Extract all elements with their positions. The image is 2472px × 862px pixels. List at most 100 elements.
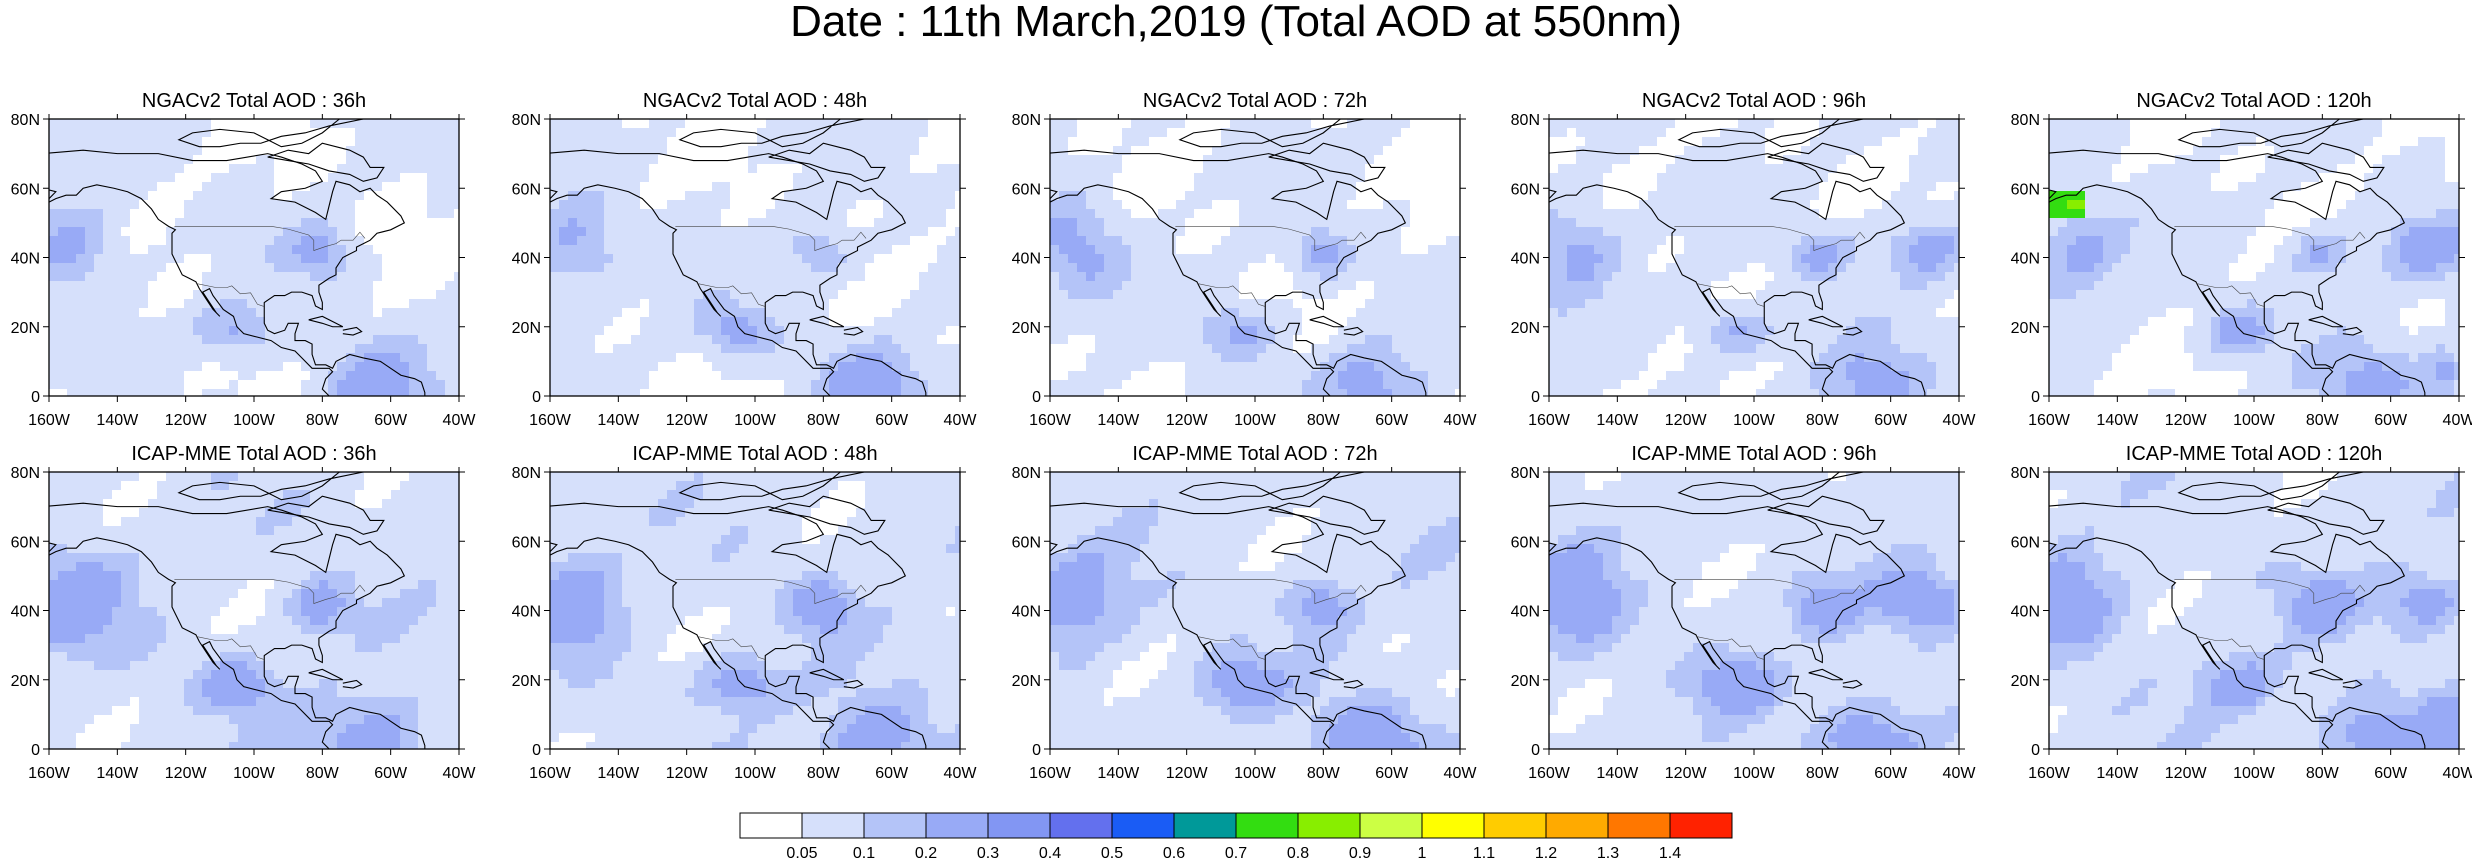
lon-tick-label: 140W bbox=[1097, 412, 1140, 429]
lat-tick-label: 20N bbox=[1012, 320, 1041, 337]
lon-tick-label: 100W bbox=[1234, 412, 1277, 429]
colorbar-label: 0.7 bbox=[1225, 845, 1247, 862]
aod-field bbox=[550, 119, 960, 396]
lat-tick-label: 40N bbox=[1511, 251, 1540, 268]
lon-tick-label: 120W bbox=[1166, 412, 1209, 429]
aod-field bbox=[1050, 472, 1460, 749]
map-panel: NGACv2 Total AOD : 96h 0 20N 40N 60N 80N 160W 1… bbox=[1511, 90, 1977, 429]
lat-tick-label: 20N bbox=[1511, 320, 1540, 337]
lon-tick-label: 140W bbox=[96, 412, 139, 429]
aod-field bbox=[2049, 472, 2459, 749]
lon-tick-label: 40W bbox=[1943, 412, 1977, 429]
colorbar-swatch bbox=[1669, 812, 1733, 839]
coastlines bbox=[1549, 119, 1926, 396]
lon-tick-label: 140W bbox=[96, 765, 139, 782]
lon-tick-label: 100W bbox=[1733, 765, 1776, 782]
lat-tick-label: 20N bbox=[11, 673, 40, 690]
lon-tick-label: 160W bbox=[28, 412, 71, 429]
coastlines bbox=[1549, 472, 1926, 749]
lat-tick-label: 0 bbox=[2031, 742, 2040, 759]
lat-tick-label: 80N bbox=[1511, 465, 1540, 482]
coastlines bbox=[550, 119, 927, 396]
lat-tick-label: 0 bbox=[31, 742, 40, 759]
panel-title: NGACv2 Total AOD : 48h bbox=[643, 90, 867, 112]
lon-tick-label: 80W bbox=[306, 412, 340, 429]
colorbar-label: 0.5 bbox=[1101, 845, 1123, 862]
lon-tick-label: 140W bbox=[597, 765, 640, 782]
lon-tick-label: 140W bbox=[1596, 765, 1639, 782]
panel-title: NGACv2 Total AOD : 36h bbox=[142, 90, 366, 112]
colorbar-swatch bbox=[925, 812, 989, 839]
lon-tick-label: 120W bbox=[165, 412, 208, 429]
colorbar-label: 1.2 bbox=[1535, 845, 1557, 862]
coastlines bbox=[550, 472, 927, 749]
lat-tick-label: 20N bbox=[1012, 673, 1041, 690]
lat-tick-label: 60N bbox=[11, 534, 40, 551]
lat-tick-label: 60N bbox=[1511, 181, 1540, 198]
colorbar-swatch bbox=[987, 812, 1051, 839]
colorbar-swatch bbox=[801, 812, 865, 839]
colorbar-label: 0.3 bbox=[977, 845, 999, 862]
figure-title: Date : 11th March,2019 (Total AOD at 550… bbox=[790, 0, 1682, 46]
lon-tick-label: 100W bbox=[734, 765, 777, 782]
colorbar-swatch bbox=[1297, 812, 1361, 839]
lon-tick-label: 80W bbox=[2306, 412, 2340, 429]
aod-field bbox=[2049, 119, 2459, 396]
lon-tick-label: 120W bbox=[1665, 412, 1708, 429]
lon-tick-label: 40W bbox=[1444, 765, 1478, 782]
map-panel: ICAP-MME Total AOD : 36h 0 20N 40N 60N 80N 160… bbox=[11, 443, 477, 782]
lon-tick-label: 60W bbox=[374, 765, 408, 782]
lon-tick-label: 80W bbox=[1806, 412, 1840, 429]
colorbar-swatch bbox=[863, 812, 927, 839]
aod-field bbox=[1549, 119, 1959, 396]
lat-tick-label: 80N bbox=[11, 112, 40, 129]
panel-title: NGACv2 Total AOD : 96h bbox=[1642, 90, 1866, 112]
panel-title: ICAP-MME Total AOD : 120h bbox=[2126, 443, 2382, 465]
lat-tick-label: 80N bbox=[1012, 112, 1041, 129]
panel-title: ICAP-MME Total AOD : 48h bbox=[632, 443, 877, 465]
lon-tick-label: 160W bbox=[529, 765, 572, 782]
lon-tick-label: 40W bbox=[1444, 412, 1478, 429]
aod-field bbox=[49, 119, 459, 396]
lon-tick-label: 140W bbox=[2096, 765, 2139, 782]
lon-tick-label: 120W bbox=[1665, 765, 1708, 782]
lon-tick-label: 140W bbox=[1097, 765, 1140, 782]
lat-tick-label: 0 bbox=[2031, 389, 2040, 406]
lon-tick-label: 120W bbox=[2165, 412, 2208, 429]
colorbar-label: 0.05 bbox=[786, 845, 817, 862]
panel-title: NGACv2 Total AOD : 120h bbox=[2136, 90, 2371, 112]
lat-tick-label: 20N bbox=[2011, 320, 2040, 337]
lon-tick-label: 100W bbox=[233, 412, 276, 429]
coastlines bbox=[49, 472, 426, 749]
lat-tick-label: 80N bbox=[512, 112, 541, 129]
lon-tick-label: 40W bbox=[2443, 765, 2472, 782]
lat-tick-label: 0 bbox=[532, 389, 541, 406]
lon-tick-label: 100W bbox=[1733, 412, 1776, 429]
map-panel: ICAP-MME Total AOD : 48h 0 20N 40N 60N 80N 160… bbox=[512, 443, 978, 782]
lat-tick-label: 60N bbox=[2011, 181, 2040, 198]
colorbar-label: 1.3 bbox=[1597, 845, 1619, 862]
map-panel: NGACv2 Total AOD : 120h 0 20N 40N 60N 80N 160W… bbox=[2011, 90, 2472, 429]
map-panel: ICAP-MME Total AOD : 96h 0 20N 40N 60N 80N 160… bbox=[1511, 443, 1977, 782]
lat-tick-label: 20N bbox=[512, 320, 541, 337]
lon-tick-label: 60W bbox=[1375, 765, 1409, 782]
colorbar-label: 0.4 bbox=[1039, 845, 1061, 862]
lat-tick-label: 0 bbox=[31, 389, 40, 406]
map-panel: NGACv2 Total AOD : 72h 0 20N 40N 60N 80N 160W 1… bbox=[1012, 90, 1478, 429]
colorbar-swatch bbox=[1111, 812, 1175, 839]
lon-tick-label: 40W bbox=[944, 412, 978, 429]
colorbar-swatch bbox=[1049, 812, 1113, 839]
map-panel: NGACv2 Total AOD : 36h 0 20N 40N 60N 80N 160W 1… bbox=[11, 90, 477, 429]
lon-tick-label: 80W bbox=[807, 412, 841, 429]
lat-tick-label: 0 bbox=[1032, 389, 1041, 406]
lon-tick-label: 160W bbox=[1528, 412, 1571, 429]
colorbar-label: 1.4 bbox=[1659, 845, 1681, 862]
lon-tick-label: 60W bbox=[2374, 412, 2408, 429]
lon-tick-label: 40W bbox=[443, 765, 477, 782]
lon-tick-label: 140W bbox=[2096, 412, 2139, 429]
lat-tick-label: 40N bbox=[2011, 604, 2040, 621]
lon-tick-label: 80W bbox=[306, 765, 340, 782]
lon-tick-label: 120W bbox=[666, 765, 709, 782]
lat-tick-label: 0 bbox=[1531, 742, 1540, 759]
